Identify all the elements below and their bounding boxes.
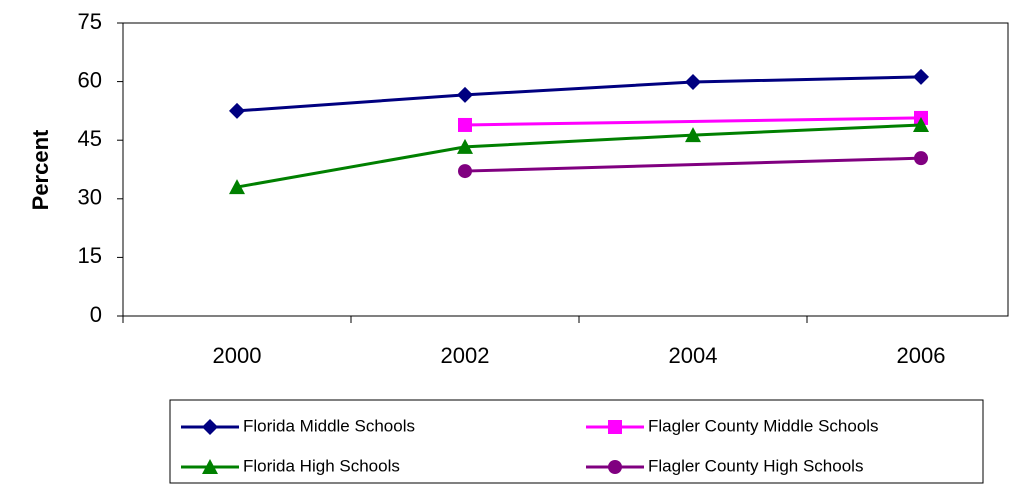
y-tick-label: 60 [78, 67, 102, 92]
plot-frame [122, 22, 1009, 317]
legend-marker [202, 459, 218, 474]
legend-marker [608, 460, 622, 474]
legend-label: Flagler County Middle Schools [648, 416, 879, 435]
legend-box [169, 399, 984, 484]
x-tick-label: 2000 [213, 343, 262, 368]
data-point [685, 73, 701, 90]
series-line [236, 75, 922, 113]
data-point [458, 164, 472, 179]
series-line [464, 116, 922, 127]
x-tick-label: 2004 [669, 343, 718, 368]
y-tick-label: 75 [78, 9, 102, 34]
data-point [457, 138, 473, 154]
legend-marker [608, 420, 622, 434]
data-point [685, 127, 701, 143]
y-tick-label: 30 [78, 185, 102, 210]
series-line [464, 156, 922, 173]
data-point [229, 179, 245, 195]
x-tick-label: 2006 [897, 343, 946, 368]
x-tick-label: 2002 [441, 343, 490, 368]
data-point [458, 117, 472, 132]
y-tick-label: 0 [90, 302, 102, 327]
data-point [229, 102, 245, 119]
legend-label: Florida Middle Schools [243, 416, 415, 435]
legend-label: Florida High Schools [243, 456, 400, 475]
series-line [236, 123, 922, 189]
data-point [913, 116, 929, 132]
y-tick-label: 45 [78, 126, 102, 151]
data-point [457, 86, 473, 103]
data-point [914, 151, 928, 166]
legend-marker [202, 419, 218, 435]
legend-label: Flagler County High Schools [648, 456, 863, 475]
y-tick-label: 15 [78, 243, 102, 268]
data-point [913, 68, 929, 85]
y-axis-label: Percent [28, 129, 53, 210]
